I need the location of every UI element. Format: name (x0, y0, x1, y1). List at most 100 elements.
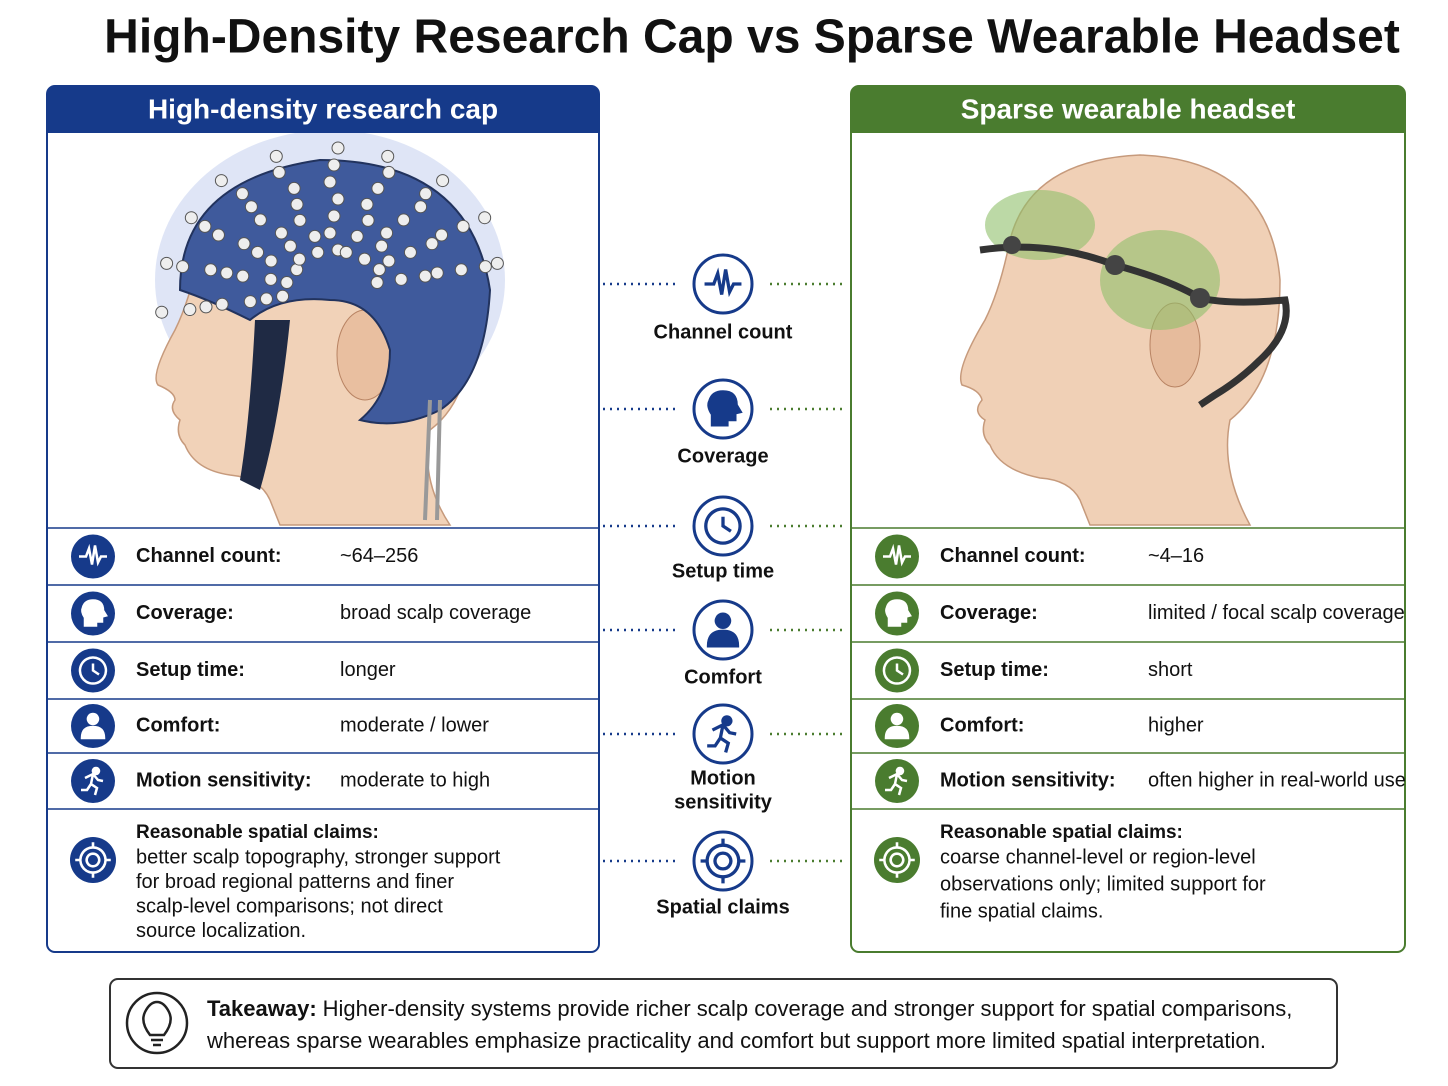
icon (875, 591, 919, 636)
electrode (264, 272, 278, 286)
takeaway-line: Takeaway: Higher-density systems provide … (207, 996, 1292, 1021)
glyph (714, 612, 732, 629)
icon (692, 703, 754, 765)
glyph (882, 656, 912, 685)
electrode (155, 305, 169, 319)
electrode (403, 245, 417, 259)
row-label: Coverage: (136, 602, 234, 624)
icon-circle (875, 759, 919, 803)
glyph (895, 766, 905, 776)
electrode (360, 197, 374, 211)
headset-illustration (959, 154, 1290, 526)
electrode (430, 266, 444, 280)
electrode (292, 252, 306, 266)
electrode (274, 226, 288, 240)
icon (692, 495, 754, 557)
icon-circle (692, 830, 754, 892)
electrode (361, 213, 375, 227)
glyph (707, 722, 737, 753)
electrode (237, 237, 251, 251)
electrode (478, 260, 492, 274)
electrode (280, 276, 294, 290)
takeaway-line: whereas sparse wearables emphasize pract… (206, 1028, 1266, 1053)
claims-label: Reasonable spatial claims: (136, 822, 379, 843)
glyph (895, 663, 904, 676)
electrode (478, 211, 492, 225)
electrode (371, 181, 385, 195)
claims-line: source localization. (136, 920, 306, 942)
electrode (269, 149, 283, 163)
electrode (290, 197, 304, 211)
glyph (700, 838, 746, 884)
electrode (425, 237, 439, 251)
icon (692, 378, 754, 440)
electrode (220, 266, 234, 280)
icon (692, 253, 754, 315)
title: High-Density Research Cap vs Sparse Wear… (104, 11, 1400, 64)
icon (875, 704, 919, 748)
glyph (889, 852, 905, 868)
panel-header-text: Sparse wearable headset (961, 93, 1296, 124)
glyph (81, 772, 104, 796)
cap-illustration (155, 130, 505, 526)
glyph (885, 772, 908, 796)
claims-line: fine spatial claims. (940, 900, 1103, 922)
electrode (211, 228, 225, 242)
glyph (91, 663, 100, 676)
icon (71, 591, 115, 636)
panel-header-text: High-density research cap (148, 93, 498, 124)
row-label: Channel count: (940, 545, 1086, 567)
electrode (394, 272, 408, 286)
row-value: limited / focal scalp coverage (1148, 602, 1405, 624)
row-value: short (1148, 659, 1193, 681)
row-value: broad scalp coverage (340, 602, 531, 624)
electrode (382, 165, 396, 179)
electrode (350, 229, 364, 243)
electrode (327, 158, 341, 172)
electrode (339, 245, 353, 259)
row-value: ~4–16 (1148, 545, 1204, 567)
icon (692, 599, 754, 661)
electrode (323, 175, 337, 189)
bulb-circle (125, 991, 189, 1055)
icon-circle (71, 759, 115, 803)
claims-line: observations only; limited support for (940, 873, 1266, 895)
electrode (418, 269, 432, 283)
electrode (454, 263, 468, 277)
row-label: Coverage: (940, 602, 1038, 624)
center-label: sensitivity (674, 791, 773, 813)
icon (874, 837, 920, 883)
row-value: higher (1148, 714, 1204, 736)
center-label: Setup time (672, 560, 774, 582)
row-value: ~64–256 (340, 545, 418, 567)
electrode (243, 295, 257, 309)
icon (71, 534, 115, 579)
electrode (435, 228, 449, 242)
electrode (199, 300, 213, 314)
row-value: longer (340, 659, 396, 681)
bulb (142, 1000, 172, 1047)
electrode (287, 181, 301, 195)
row-label: Comfort: (136, 714, 220, 736)
electrode (235, 187, 249, 201)
takeaway-text: Higher-density systems provide richer sc… (323, 996, 1293, 1021)
center-label: Coverage (677, 445, 768, 467)
electrode (380, 226, 394, 240)
icon (875, 648, 919, 693)
icon (71, 648, 115, 693)
electrode (215, 297, 229, 311)
electrode (214, 174, 228, 188)
center-label: Spatial claims (656, 896, 789, 918)
claims-line: scalp-level comparisons; not direct (136, 895, 443, 917)
panel-header (851, 86, 1405, 133)
row-value: moderate to high (340, 769, 490, 791)
glyph (78, 656, 108, 685)
electrode (358, 252, 372, 266)
electrode (204, 263, 218, 277)
electrode (293, 213, 307, 227)
glyph (884, 725, 910, 740)
row-label: Comfort: (940, 714, 1024, 736)
electrode (490, 256, 504, 270)
electrode (331, 141, 345, 155)
